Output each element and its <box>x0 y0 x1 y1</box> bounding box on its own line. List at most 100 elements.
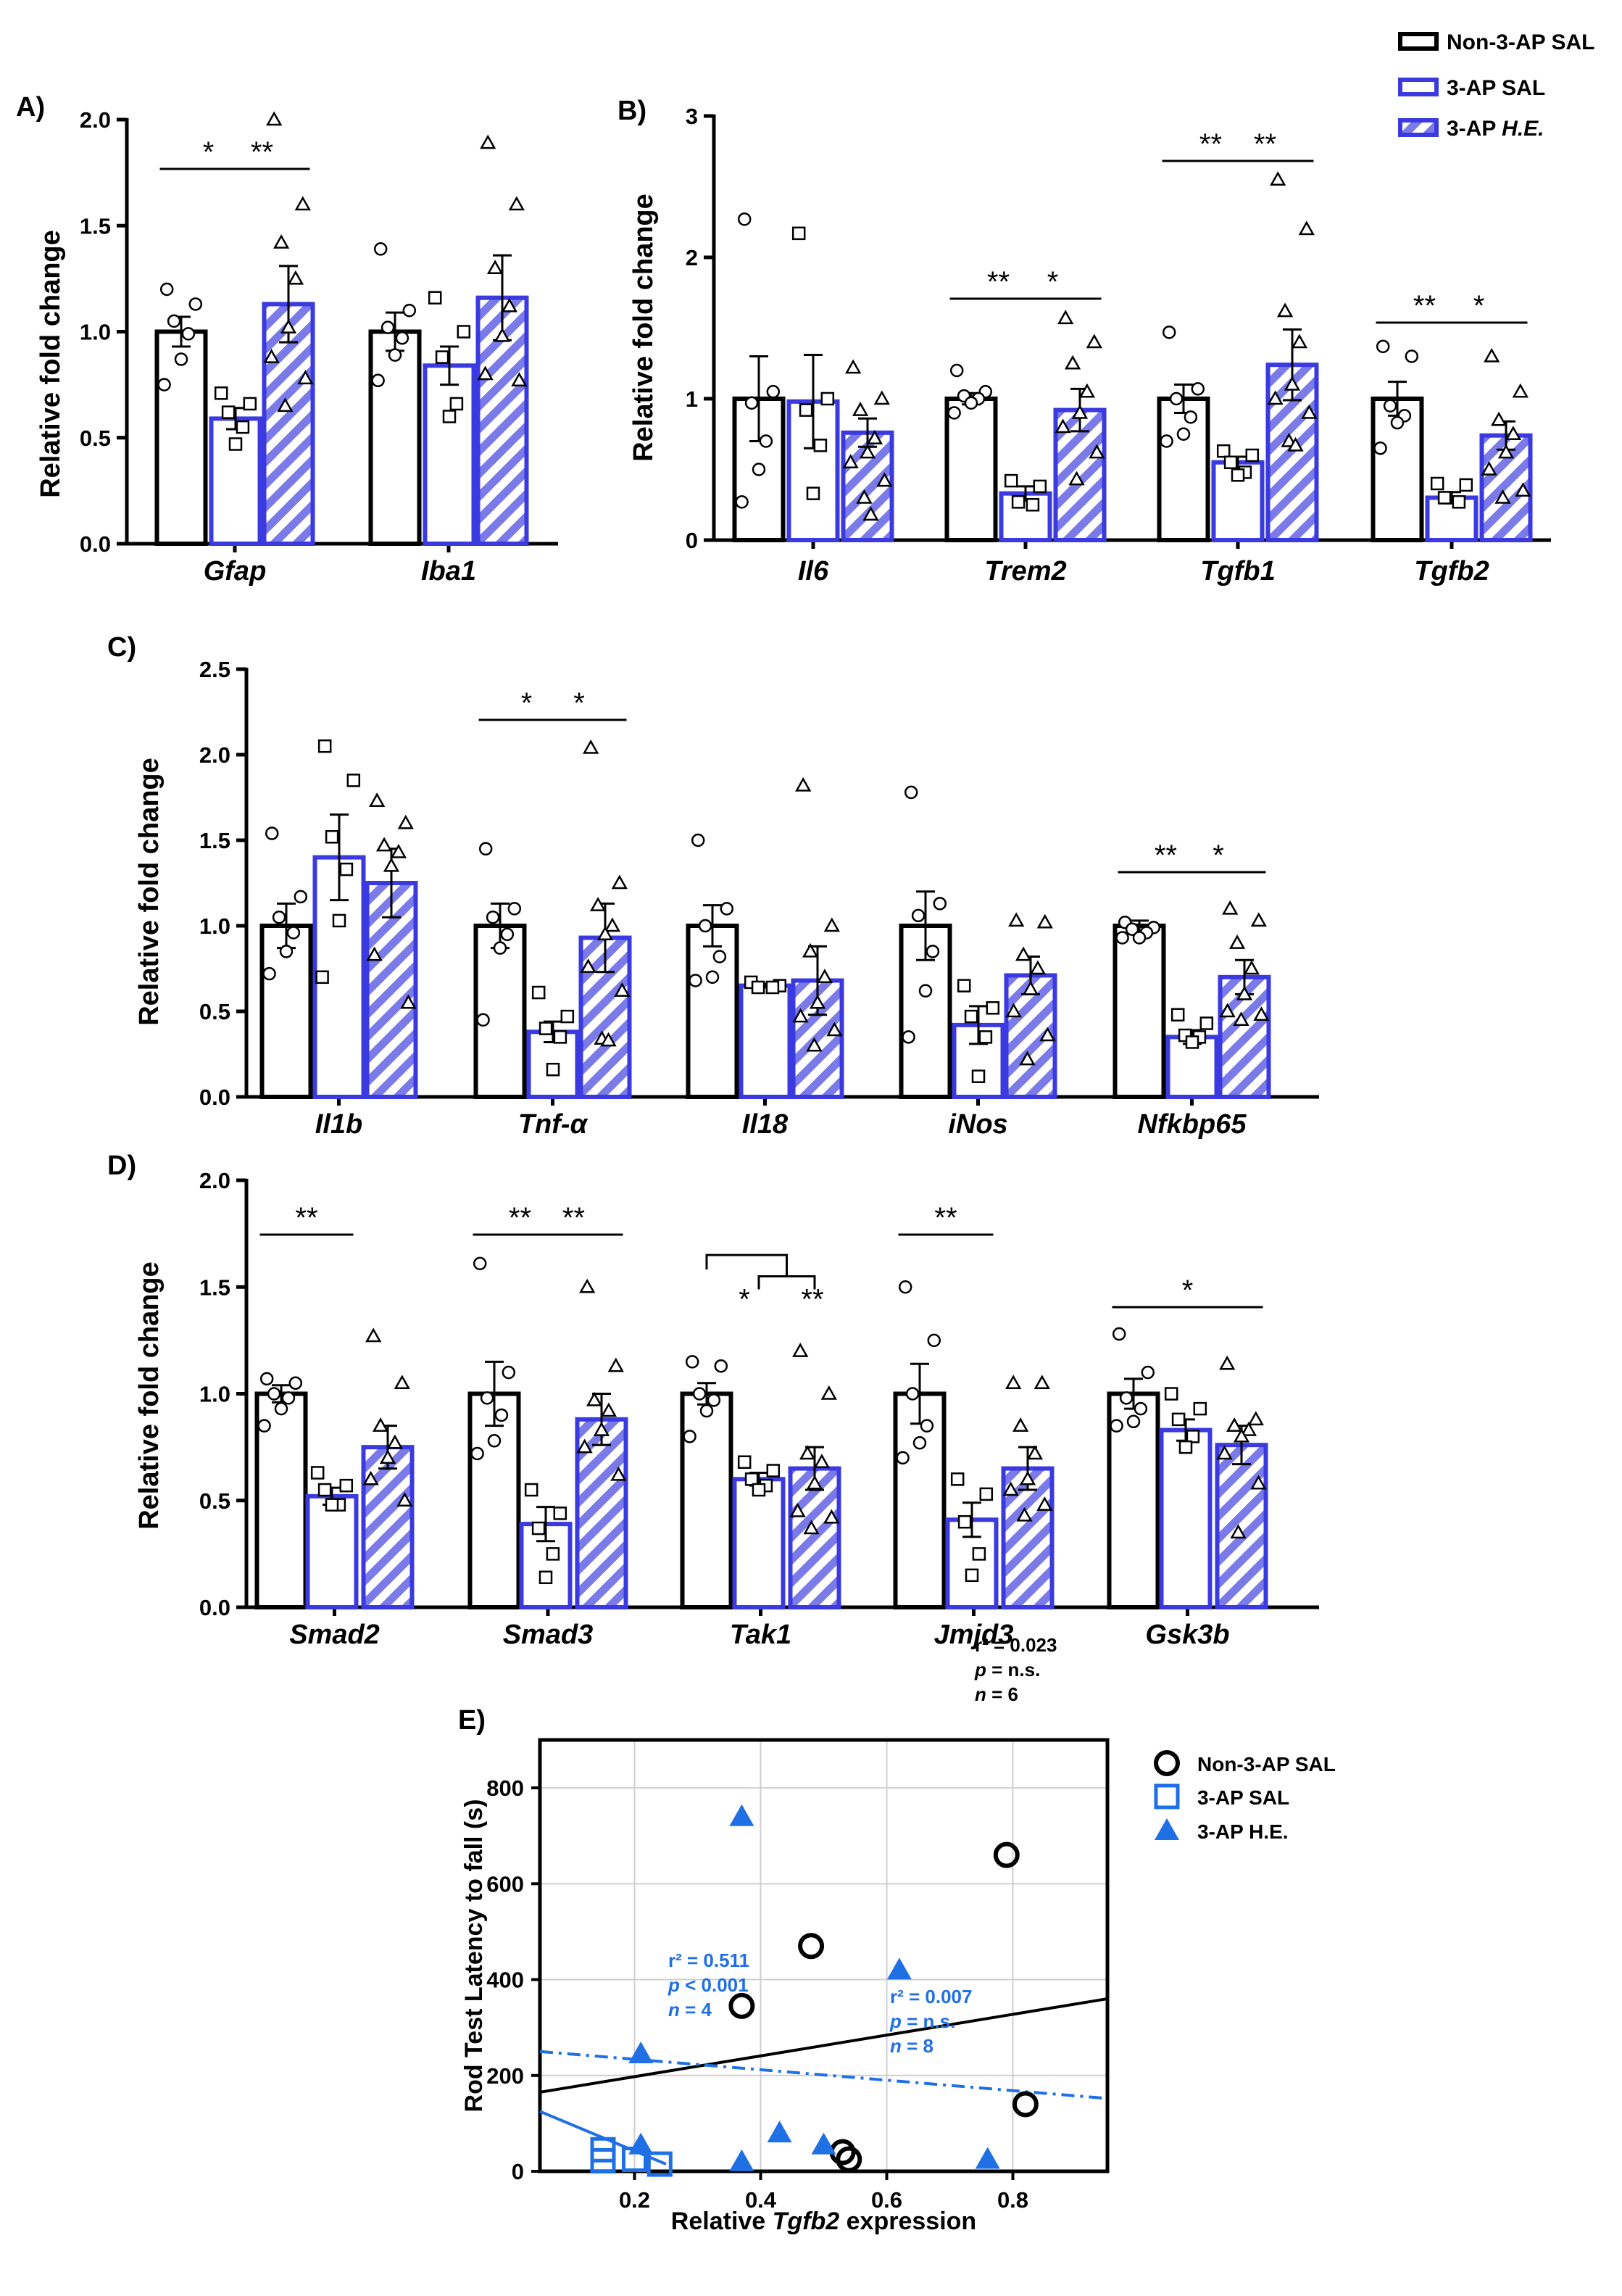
point-triangle <box>366 946 383 961</box>
point-square <box>553 1030 567 1044</box>
point-triangle <box>397 814 414 829</box>
x-tick-label: 0.6 <box>871 2187 902 2213</box>
point-circle <box>685 1355 699 1369</box>
point-circle <box>896 1451 910 1465</box>
point-triangle <box>1064 355 1081 370</box>
sig-label: ** <box>562 1202 585 1234</box>
stat-p: p = n.s. <box>974 1659 1040 1680</box>
point-square <box>751 980 765 995</box>
point-circle <box>911 908 926 923</box>
point-circle <box>744 396 759 410</box>
point-circle <box>259 1372 274 1386</box>
point-triangle <box>1015 946 1032 961</box>
point-square <box>1245 448 1260 463</box>
point-circle <box>1176 427 1191 441</box>
point-triangle <box>1250 1475 1267 1490</box>
point-circle <box>267 1387 281 1401</box>
point-circle <box>500 927 515 942</box>
point-triangle <box>1253 1006 1270 1021</box>
point-triangle <box>386 1434 404 1449</box>
stat-p-label: p <box>667 1974 680 1996</box>
point-circle <box>920 1419 934 1433</box>
legend-label: 3-AP SAL <box>1197 1786 1289 1809</box>
point-triangle <box>508 196 525 211</box>
sig-label: * <box>1213 840 1224 871</box>
group-jmjd3: Jmjd3 ** <box>893 1202 1055 1650</box>
point-circle <box>737 212 752 226</box>
point-square <box>428 291 442 304</box>
point-circle <box>371 373 385 388</box>
point-square <box>1004 473 1018 488</box>
y-tick-label: 600 <box>486 1871 524 1897</box>
point-circle <box>705 970 720 985</box>
point-circle <box>720 902 734 916</box>
point-triangle <box>729 1804 754 1826</box>
point-circle <box>949 363 964 378</box>
point-circle <box>1110 1419 1123 1433</box>
point-triangle <box>1505 426 1522 440</box>
group-il18: Il18 <box>686 776 844 1140</box>
stat-p-value: = n.s. <box>902 2010 955 2032</box>
bar-3-ap-h-e <box>1215 1443 1268 1610</box>
point-triangle <box>375 837 393 852</box>
bar-non-3-ap-sal <box>368 329 422 546</box>
point-triangle <box>1057 310 1074 325</box>
point-square <box>339 862 354 876</box>
point-square <box>1430 476 1444 491</box>
point-square <box>1199 1016 1214 1030</box>
legend-label: 3-AP H.E. <box>1197 1820 1289 1843</box>
point-circle <box>1125 922 1139 936</box>
point-square <box>214 386 228 400</box>
point-triangle <box>600 1402 617 1417</box>
sig-label: ** <box>295 1202 317 1234</box>
panel-c: C) Relative fold change 0.0 0.5 1.0 1.5 2.0 2.5… <box>107 632 1319 1140</box>
point-triangle <box>576 1438 593 1454</box>
sig-label: * <box>739 1284 750 1316</box>
legend-marker-square <box>1154 1783 1180 1810</box>
bar-non-3-ap-sal <box>154 329 208 546</box>
point-square <box>799 403 813 417</box>
point-triangle <box>1230 1524 1247 1539</box>
point-triangle <box>803 1520 820 1535</box>
point-square <box>553 1507 567 1520</box>
point-triangle <box>1068 471 1085 486</box>
point-circle <box>947 406 961 420</box>
point-triangle <box>1233 1427 1250 1443</box>
point-triangle <box>1228 934 1246 949</box>
point-triangle <box>1012 1417 1029 1432</box>
point-circle <box>373 242 388 256</box>
point-triangle <box>806 1475 823 1490</box>
point-square <box>806 486 820 500</box>
y-tick-label: 2.0 <box>199 1168 230 1193</box>
stat-r2: r² = 0.007 <box>890 1986 972 2007</box>
point-triangle <box>1026 1445 1044 1460</box>
bar-non-3-ap-sal <box>944 397 998 542</box>
point-circle <box>487 1434 502 1448</box>
point-triangle <box>1243 960 1260 975</box>
point-circle <box>1126 1414 1141 1429</box>
bar-3-ap-sal <box>305 1493 359 1610</box>
point-circle <box>728 1992 755 2019</box>
point-square <box>538 1570 553 1585</box>
bar-non-3-ap-sal <box>259 924 313 1099</box>
point-square <box>524 1483 538 1497</box>
point-triangle <box>1291 333 1308 349</box>
point-triangle <box>494 327 511 342</box>
point-triangle <box>287 270 304 285</box>
point-triangle <box>792 1008 809 1023</box>
point-triangle <box>1301 404 1318 419</box>
point-triangle <box>1019 1470 1036 1485</box>
point-circle <box>480 1391 494 1405</box>
point-triangle <box>729 2149 754 2171</box>
point-square <box>1437 491 1452 505</box>
point-triangle <box>1250 912 1267 927</box>
point-triangle <box>589 897 607 911</box>
legend-label-3ap-sal: 3-AP SAL <box>1447 76 1545 100</box>
point-triangle <box>480 134 496 149</box>
panel-letter: D) <box>107 1151 136 1181</box>
y-tick-label: 0.0 <box>199 1595 230 1620</box>
y-tick-label: 1.0 <box>199 1382 230 1407</box>
legend-label-3ap-he-italic: H.E. <box>1502 117 1544 141</box>
y-tick-label: 0.5 <box>80 426 111 451</box>
point-triangle <box>1287 436 1304 452</box>
